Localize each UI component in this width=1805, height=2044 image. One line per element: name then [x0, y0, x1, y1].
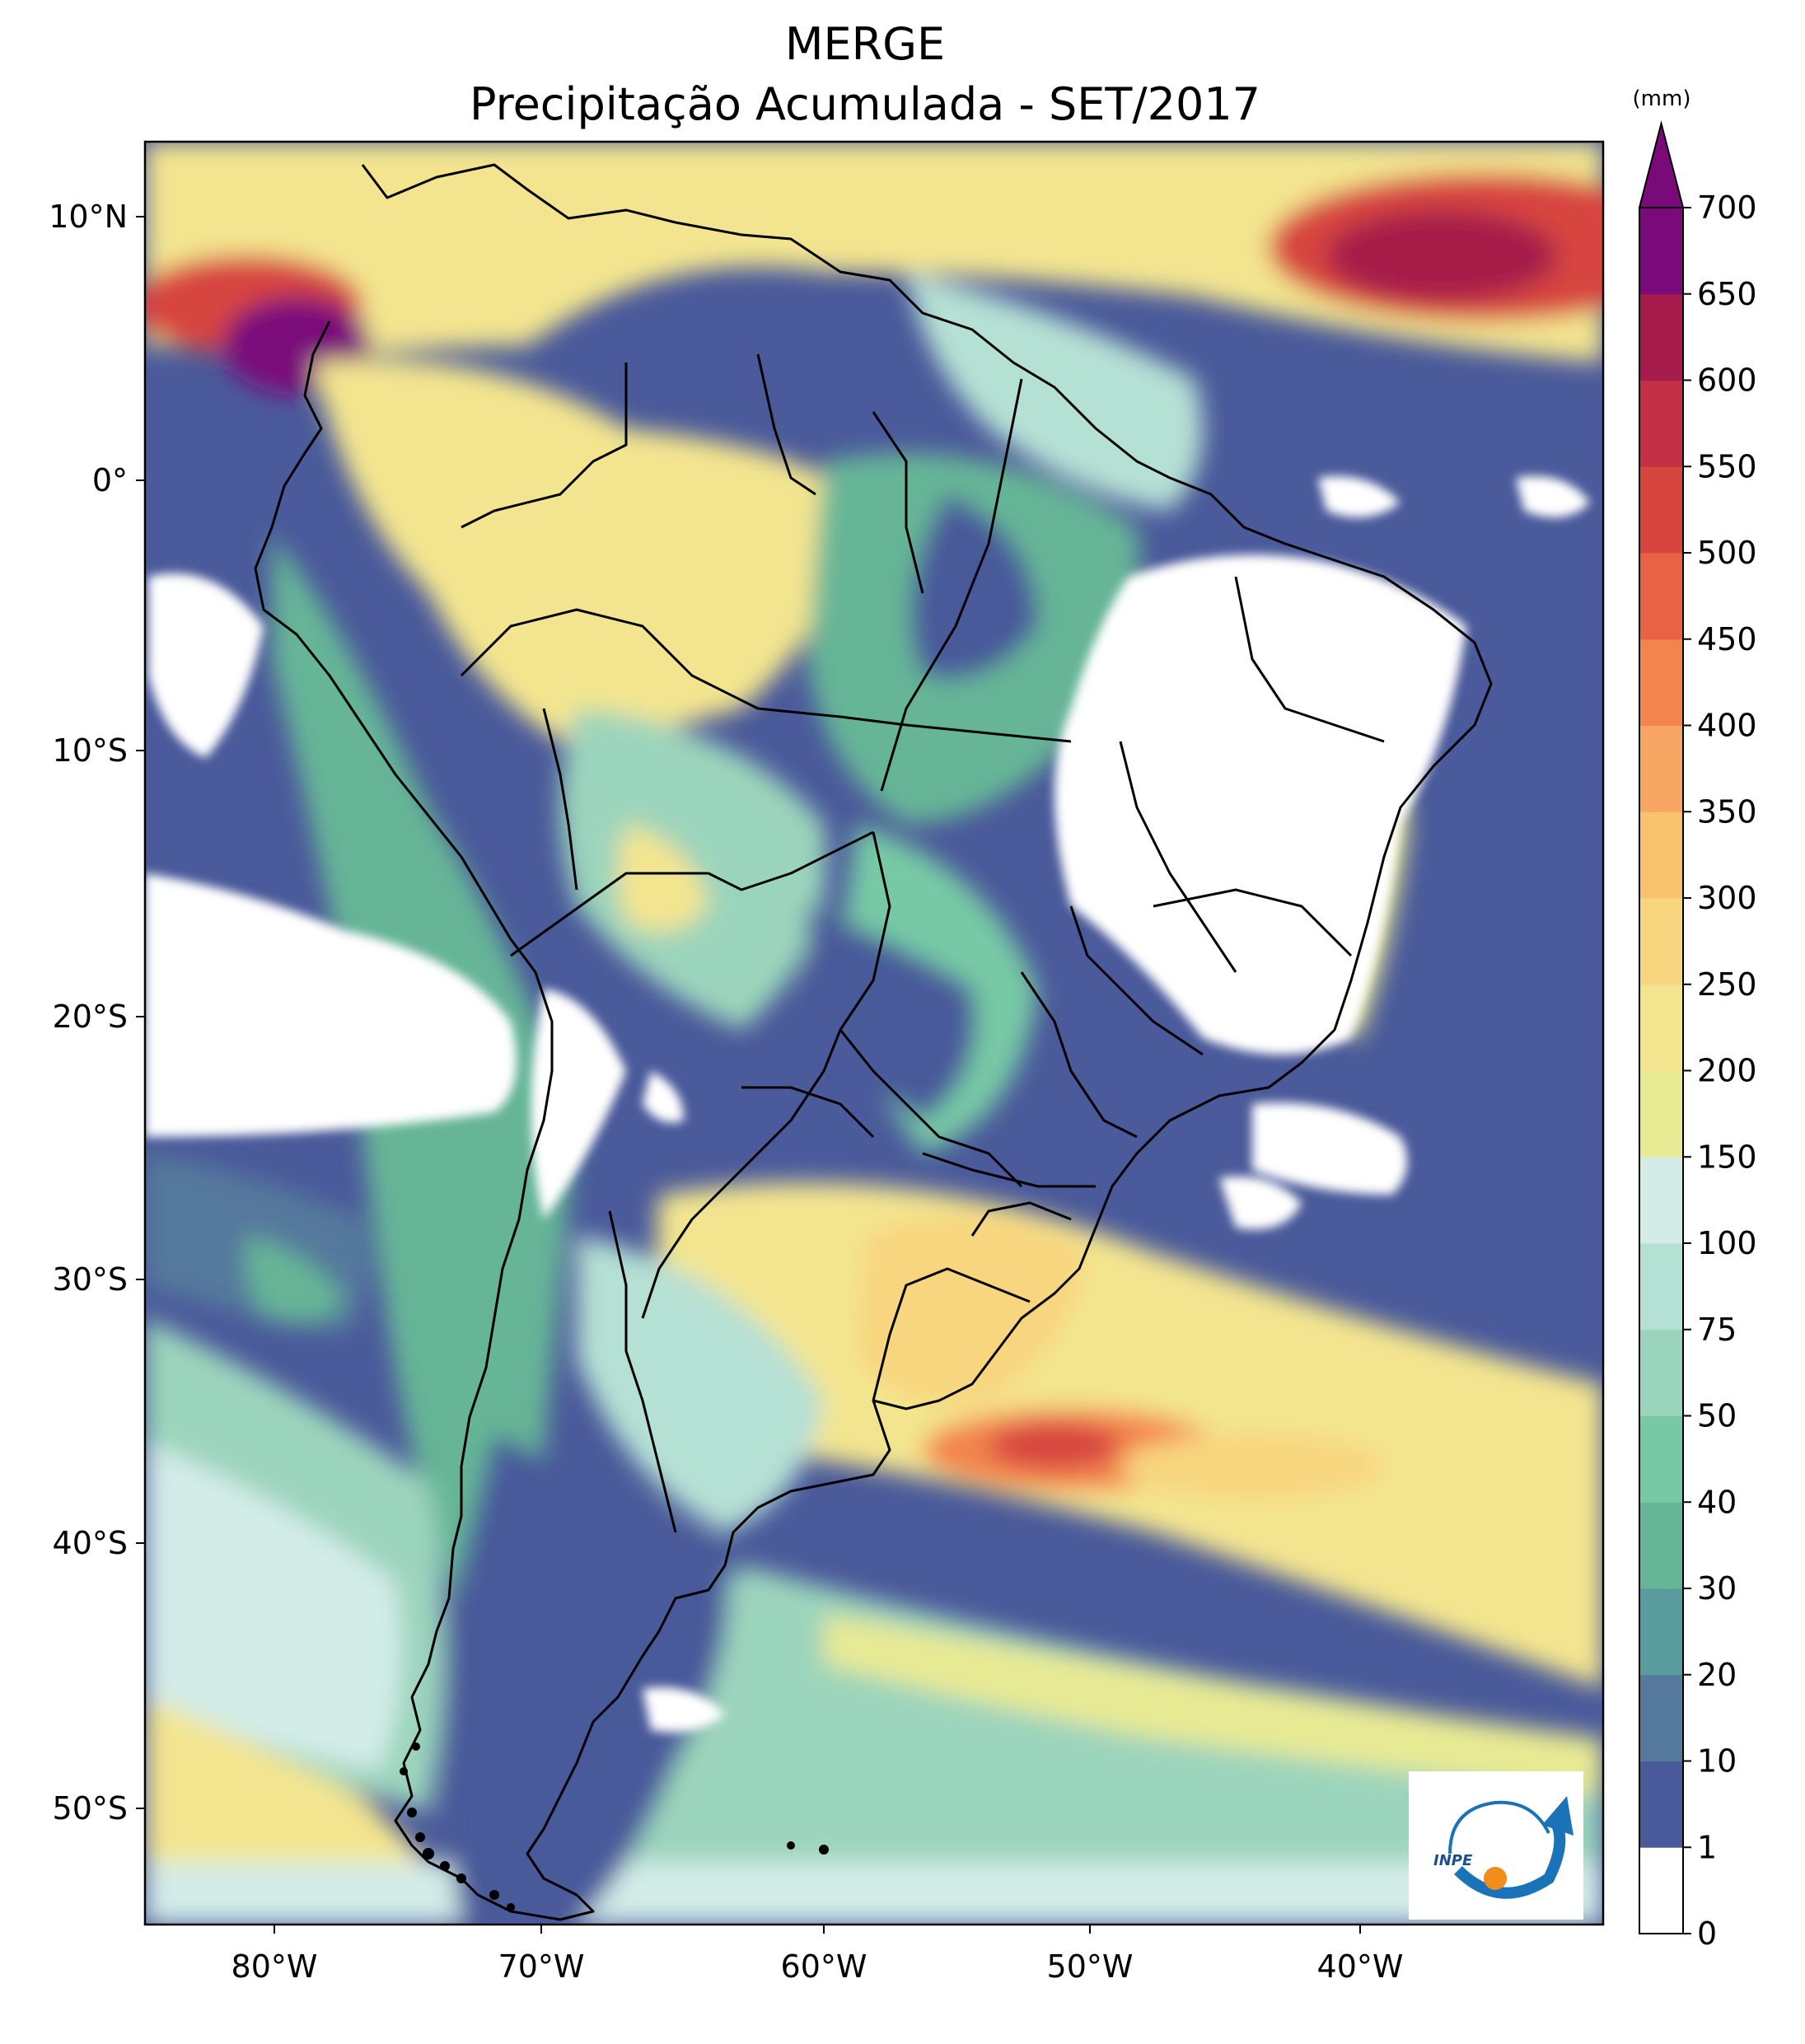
colorbar-segment	[1639, 1674, 1683, 1761]
colorbar-tick-label: 700	[1697, 189, 1757, 226]
colorbar: (mm) 0 1 10 20 30 40 50 75 100 150 200 250 300 350 400…	[1633, 87, 1757, 1952]
colorbar-segment	[1639, 984, 1683, 1071]
colorbar-tick-label: 650	[1697, 276, 1757, 312]
colorbar-tick-label: 100	[1697, 1225, 1757, 1261]
colorbar-tick-label: 500	[1697, 535, 1757, 571]
colorbar-segment	[1639, 1157, 1683, 1244]
colorbar-segment	[1639, 1243, 1683, 1331]
lat-tick-label: 10°N	[49, 199, 128, 235]
inpe-logo: INPE	[1409, 1771, 1583, 1920]
coastline-and-borders	[254, 163, 1493, 1921]
colorbar-tick-label: 600	[1697, 362, 1757, 399]
colorbar-segment	[1639, 638, 1683, 726]
latitude-axis: 10°N 0° 10°S 20°S 30°S 40°S 50°S	[49, 199, 145, 1827]
colorbar-tick-label: 450	[1697, 621, 1757, 657]
colorbar-tick-label: 40	[1697, 1484, 1737, 1520]
lat-tick-label: 10°S	[53, 732, 128, 769]
lat-tick-label: 40°S	[53, 1525, 128, 1561]
colorbar-tick-label: 400	[1697, 708, 1757, 744]
colorbar-tick-label: 300	[1697, 880, 1757, 916]
colorbar-segment	[1639, 812, 1683, 899]
colorbar-extend-arrow	[1638, 120, 1685, 208]
lat-tick-label: 30°S	[53, 1261, 128, 1298]
southern-islands	[400, 1742, 829, 1911]
lat-tick-label: 50°S	[53, 1790, 128, 1827]
colorbar-tick-label: 75	[1697, 1312, 1737, 1348]
colorbar-tick-label: 250	[1697, 966, 1757, 1003]
colorbar-tick-label: 1	[1697, 1829, 1717, 1865]
colorbar-segment	[1639, 1588, 1683, 1676]
colorbar-tick-label: 50	[1697, 1398, 1737, 1434]
colorbar-tick-label: 550	[1697, 448, 1757, 484]
colorbar-segment	[1639, 1502, 1683, 1589]
colorbar-segment	[1639, 553, 1683, 640]
colorbar-tick-label: 150	[1697, 1139, 1757, 1175]
colorbar-tick-label: 30	[1697, 1570, 1737, 1607]
colorbar-segment	[1639, 1761, 1683, 1848]
longitude-axis: 80°W 70°W 60°W 50°W 40°W	[231, 1925, 1404, 1985]
colorbar-segment	[1639, 1329, 1683, 1416]
colorbar-tick-label: 0	[1697, 1915, 1717, 1952]
colorbar-unit: (mm)	[1633, 87, 1691, 111]
colorbar-segment	[1639, 898, 1683, 985]
colorbar-segment	[1639, 1415, 1683, 1503]
colorbar-tick-label: 10	[1697, 1743, 1737, 1780]
colorbar-segment	[1639, 1847, 1683, 1934]
inpe-logo-text: INPE	[1433, 1852, 1473, 1869]
colorbar-tick-label: 350	[1697, 793, 1757, 830]
lon-tick-label: 40°W	[1317, 1948, 1404, 1985]
colorbar-segment	[1639, 380, 1683, 467]
colorbar-segment	[1639, 1070, 1683, 1158]
precipitation-field	[145, 142, 1603, 1925]
colorbar-segment	[1639, 293, 1683, 381]
colorbar-tick-label: 20	[1697, 1657, 1737, 1693]
figure-subtitle: Precipitação Acumulada - SET/2017	[470, 78, 1260, 130]
lon-tick-label: 70°W	[498, 1948, 585, 1985]
lon-tick-label: 60°W	[781, 1948, 867, 1985]
lat-tick-label: 20°S	[53, 999, 128, 1035]
figure-title: MERGE	[785, 18, 945, 70]
colorbar-segment	[1639, 466, 1683, 554]
lat-tick-label: 0°	[92, 462, 128, 498]
colorbar-tick-label: 200	[1697, 1053, 1757, 1089]
lon-tick-label: 80°W	[231, 1948, 318, 1985]
map-frame	[143, 140, 1605, 1926]
lon-tick-label: 50°W	[1047, 1948, 1134, 1985]
colorbar-segment	[1639, 725, 1683, 812]
colorbar-segment	[1639, 208, 1683, 295]
